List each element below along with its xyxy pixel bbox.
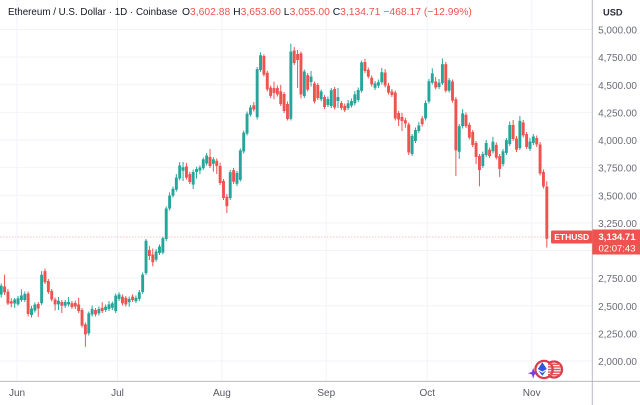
svg-text:2,000.00: 2,000.00: [598, 357, 637, 368]
svg-text:3,500.00: 3,500.00: [598, 191, 637, 202]
svg-text:3,134.71: 3,134.71: [599, 232, 637, 243]
svg-text:Jun: Jun: [9, 388, 25, 399]
svg-text:4,500.00: 4,500.00: [598, 81, 637, 92]
svg-text:Ethereum / U.S. Dollar · 1D ·: Ethereum / U.S. Dollar · 1D · Coinbase: [8, 7, 178, 18]
svg-text:2,750.00: 2,750.00: [598, 274, 637, 285]
svg-text:02:07:43: 02:07:43: [599, 243, 636, 254]
svg-text:2,250.00: 2,250.00: [598, 330, 637, 341]
svg-text:4,250.00: 4,250.00: [598, 109, 637, 120]
svg-text:ETHUSD: ETHUSD: [554, 232, 589, 242]
svg-text:3,750.00: 3,750.00: [598, 164, 637, 175]
svg-text:5,000.00: 5,000.00: [598, 26, 637, 37]
svg-text:Jul: Jul: [111, 388, 124, 399]
svg-text:Aug: Aug: [213, 388, 231, 399]
svg-text:3,250.00: 3,250.00: [598, 219, 637, 230]
svg-text:Sep: Sep: [317, 388, 335, 399]
svg-text:O3,602.88 H3,653.60 L3,055.00: O3,602.88 H3,653.60 L3,055.00 C3,134.71 …: [182, 7, 472, 18]
svg-text:USD: USD: [603, 7, 623, 17]
svg-text:Oct: Oct: [420, 388, 436, 399]
svg-text:Nov: Nov: [523, 388, 541, 399]
svg-text:4,750.00: 4,750.00: [598, 53, 637, 64]
svg-text:4,000.00: 4,000.00: [598, 136, 637, 147]
svg-text:2,500.00: 2,500.00: [598, 302, 637, 313]
